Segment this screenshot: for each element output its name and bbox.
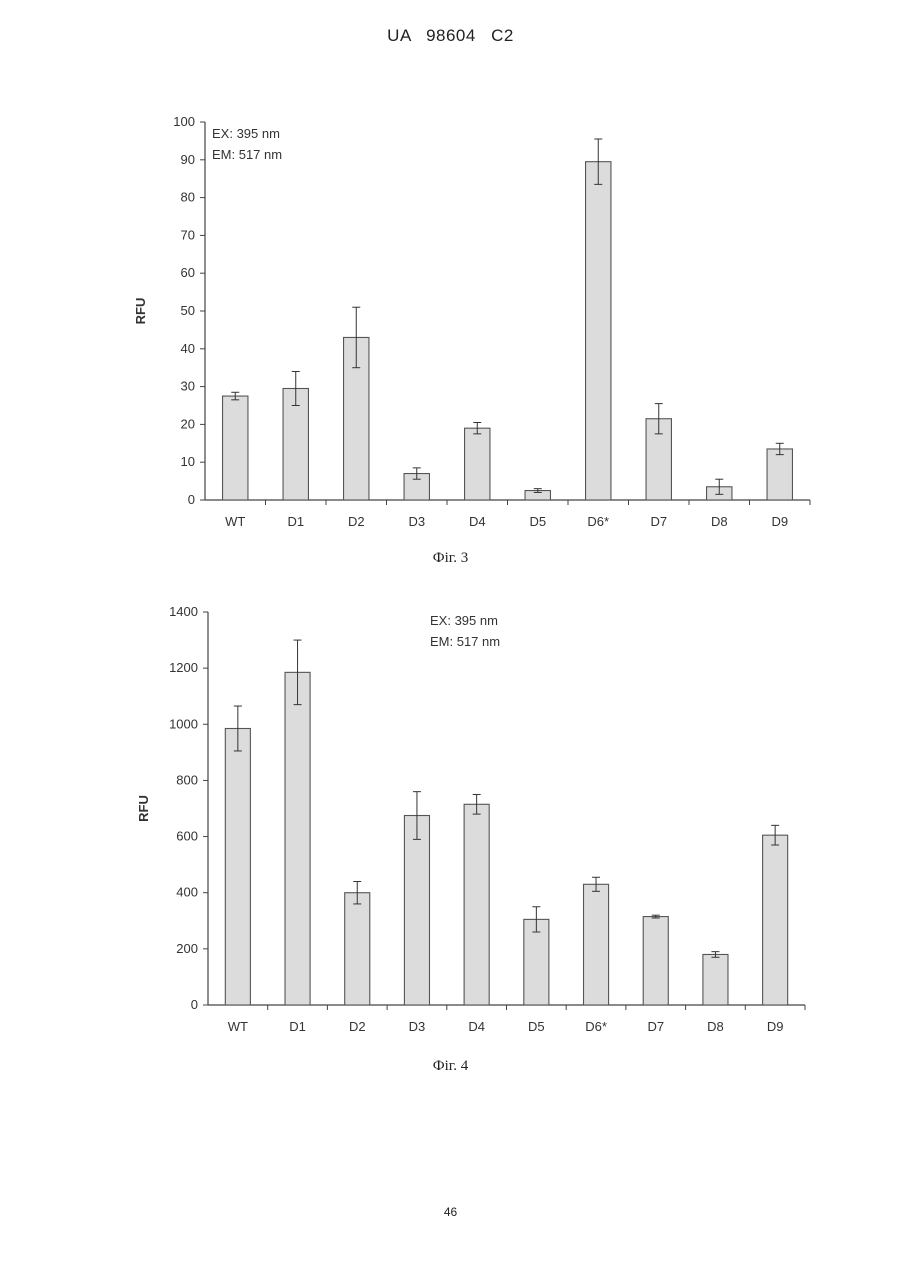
y-tick-label: 50: [181, 303, 195, 318]
y-tick-label: 90: [181, 152, 195, 167]
x-tick-label: D8: [707, 1019, 724, 1034]
y-tick-label: 1400: [169, 604, 198, 619]
bar-d6-star: [586, 162, 611, 500]
bar-d9: [767, 449, 792, 500]
x-tick-label: D4: [469, 514, 486, 529]
x-tick-label: D9: [771, 514, 788, 529]
figure-caption-4: Фіг. 4: [0, 1058, 901, 1075]
x-tick-label: D5: [529, 514, 546, 529]
x-tick-label: D3: [408, 514, 425, 529]
bar-d2: [345, 893, 370, 1005]
page-number: 46: [0, 1205, 901, 1219]
bar-chart-fig3: 0 10 20 30 40 50 60 70 80 90 100 RFU WT D1 D2 D3 D4 D5 D6*…: [130, 100, 830, 540]
x-tick-label: D7: [650, 514, 667, 529]
y-tick-label: 400: [176, 885, 198, 900]
y-tick-label: 800: [176, 772, 198, 787]
y-tick-label: 0: [191, 997, 198, 1012]
annotation-text: EX: 395 nm: [430, 613, 498, 628]
bar-d1: [285, 672, 310, 1005]
annotation-text: EM: 517 nm: [212, 147, 282, 162]
x-tick-label: D2: [349, 1019, 366, 1034]
y-tick-label: 80: [181, 190, 195, 205]
bar-d9: [763, 835, 788, 1005]
bar-d3: [404, 816, 429, 1005]
chart-fig4: 0 200 400 600 800 1000 1200 1400 RFU WT D1 D2 D3 D4 D5…: [130, 590, 830, 1040]
bar-d6-star: [584, 884, 609, 1005]
bar-d7: [643, 917, 668, 1005]
page-header: UA 98604 C2: [0, 26, 901, 46]
y-tick-label: 200: [176, 941, 198, 956]
bar-d8: [703, 954, 728, 1005]
x-tick-label: D1: [287, 514, 304, 529]
chart-fig3: 0 10 20 30 40 50 60 70 80 90 100 RFU WT D1 D2 D3 D4 D5 D6*…: [130, 100, 830, 540]
x-tick-label: D5: [528, 1019, 545, 1034]
annotation-text: EX: 395 nm: [212, 126, 280, 141]
bar-wt: [223, 396, 248, 500]
x-tick-label: D4: [468, 1019, 485, 1034]
x-tick-label: WT: [225, 514, 245, 529]
y-tick-label: 60: [181, 265, 195, 280]
figure-caption-3: Фіг. 3: [0, 550, 901, 567]
bar-d4: [464, 804, 489, 1005]
bar-d4: [465, 428, 490, 500]
x-tick-label: D2: [348, 514, 365, 529]
y-tick-label: 20: [181, 416, 195, 431]
y-tick-label: 0: [188, 492, 195, 507]
x-tick-label: D7: [647, 1019, 664, 1034]
x-tick-label: D1: [289, 1019, 306, 1034]
y-axis-label: RFU: [136, 795, 151, 822]
x-tick-label: D6*: [587, 514, 609, 529]
annotation-text: EM: 517 nm: [430, 634, 500, 649]
y-axis-label: RFU: [133, 298, 148, 325]
x-tick-label: D6*: [585, 1019, 607, 1034]
y-tick-label: 600: [176, 829, 198, 844]
y-tick-label: 30: [181, 379, 195, 394]
y-tick-label: 1000: [169, 716, 198, 731]
y-tick-label: 70: [181, 227, 195, 242]
y-tick-label: 100: [173, 114, 195, 129]
y-tick-label: 40: [181, 341, 195, 356]
bar-wt: [225, 728, 250, 1005]
x-tick-label: D8: [711, 514, 728, 529]
x-tick-label: D9: [767, 1019, 784, 1034]
x-tick-label: WT: [228, 1019, 248, 1034]
bar-chart-fig4: 0 200 400 600 800 1000 1200 1400 RFU WT D1 D2 D3 D4 D5…: [130, 590, 830, 1040]
y-tick-label: 1200: [169, 660, 198, 675]
x-tick-label: D3: [409, 1019, 426, 1034]
y-tick-label: 10: [181, 454, 195, 469]
